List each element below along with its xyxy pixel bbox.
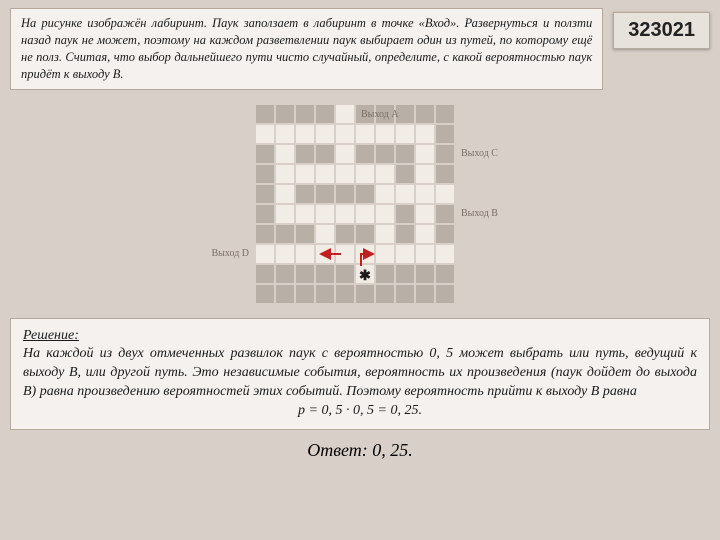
solution-box: Решение: На каждой из двух отмеченных ра… <box>10 318 710 430</box>
solution-text: На каждой из двух отмеченных развилок па… <box>23 346 697 399</box>
maze-container: Выход А Выход С Выход В Выход D ✱ <box>0 94 720 314</box>
svg-text:Выход В: Выход В <box>461 208 498 219</box>
problem-statement: На рисунке изображён лабиринт. Паук запо… <box>10 8 603 90</box>
maze-diagram: Выход А Выход С Выход В Выход D ✱ <box>195 98 525 308</box>
answer: Ответ: 0, 25. <box>0 434 720 467</box>
problem-number: 323021 <box>628 19 695 41</box>
solution-formula: p = 0, 5 · 0, 5 = 0, 25. <box>23 402 697 421</box>
problem-number-badge: 323021 <box>613 12 710 49</box>
svg-text:✱: ✱ <box>359 269 371 284</box>
solution-title: Решение: <box>23 328 79 343</box>
svg-text:Выход D: Выход D <box>211 248 249 259</box>
svg-text:Выход А: Выход А <box>361 109 399 120</box>
svg-text:Выход С: Выход С <box>461 148 498 159</box>
problem-text: На рисунке изображён лабиринт. Паук запо… <box>21 16 592 81</box>
